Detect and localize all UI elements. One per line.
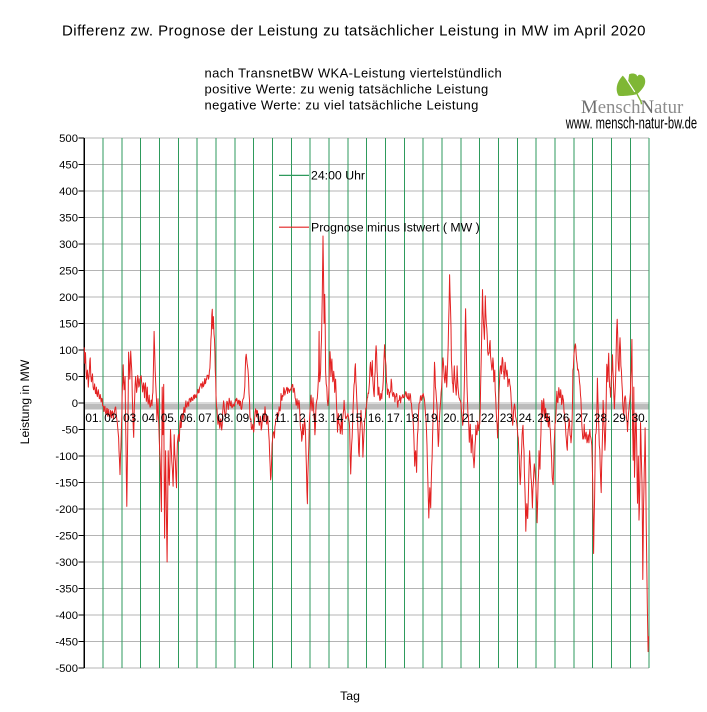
svg-text:11.: 11. — [274, 411, 290, 425]
svg-text:nach TransnetBW WKA-Leistung v: nach TransnetBW WKA-Leistung viertelstün… — [205, 66, 503, 81]
svg-text:10.: 10. — [255, 411, 271, 425]
svg-text:20.: 20. — [443, 411, 459, 425]
svg-text:350: 350 — [59, 213, 78, 225]
svg-text:negative Werte: zu viel tatsäc: negative Werte: zu viel tatsächliche Lei… — [205, 98, 479, 113]
svg-text:14.: 14. — [330, 411, 346, 425]
svg-text:05.: 05. — [161, 411, 177, 425]
svg-text:www. mensch-natur-bw.de: www. mensch-natur-bw.de — [565, 113, 697, 132]
svg-text:400: 400 — [59, 186, 78, 198]
svg-text:450: 450 — [59, 160, 78, 172]
svg-text:300: 300 — [59, 239, 78, 251]
svg-text:0: 0 — [72, 398, 78, 410]
svg-text:-400: -400 — [55, 610, 78, 622]
svg-text:500: 500 — [59, 133, 78, 145]
svg-text:01.: 01. — [85, 411, 101, 425]
svg-text:03.: 03. — [123, 411, 139, 425]
svg-text:-350: -350 — [55, 584, 78, 596]
svg-text:13.: 13. — [311, 411, 327, 425]
svg-text:15.: 15. — [349, 411, 365, 425]
svg-text:-250: -250 — [55, 531, 78, 543]
svg-text:-50: -50 — [62, 425, 78, 437]
svg-text:16.: 16. — [368, 411, 384, 425]
svg-text:08.: 08. — [217, 411, 233, 425]
svg-text:30.: 30. — [632, 411, 648, 425]
svg-text:04.: 04. — [142, 411, 158, 425]
svg-text:Differenz zw. Prognose der Lei: Differenz zw. Prognose der Leistung zu t… — [62, 22, 646, 39]
svg-text:positive Werte: zu wenig tatsä: positive Werte: zu wenig tatsächliche Le… — [205, 82, 489, 97]
svg-text:200: 200 — [59, 292, 78, 304]
svg-text:29.: 29. — [613, 411, 629, 425]
svg-text:02.: 02. — [104, 411, 120, 425]
svg-text:07.: 07. — [198, 411, 214, 425]
svg-text:24:00 Uhr: 24:00 Uhr — [311, 168, 365, 182]
svg-text:24.: 24. — [519, 411, 535, 425]
svg-text:100: 100 — [59, 345, 78, 357]
svg-text:-150: -150 — [55, 478, 78, 490]
svg-text:250: 250 — [59, 266, 78, 278]
svg-text:Tag: Tag — [340, 689, 360, 703]
svg-text:50: 50 — [65, 372, 78, 384]
svg-text:18.: 18. — [406, 411, 422, 425]
svg-text:25.: 25. — [537, 411, 553, 425]
svg-text:-100: -100 — [55, 451, 78, 463]
svg-text:150: 150 — [59, 319, 78, 331]
svg-text:-200: -200 — [55, 504, 78, 516]
svg-text:21.: 21. — [462, 411, 478, 425]
svg-text:Leistung in MW: Leistung in MW — [18, 359, 32, 444]
svg-text:06.: 06. — [180, 411, 196, 425]
svg-text:-300: -300 — [55, 557, 78, 569]
svg-text:MenschNatur: MenschNatur — [581, 97, 684, 118]
svg-text:Prognose minus Istwert ( MW ): Prognose minus Istwert ( MW ) — [311, 221, 480, 235]
svg-text:22.: 22. — [481, 411, 497, 425]
svg-text:-450: -450 — [55, 637, 78, 649]
svg-text:17.: 17. — [387, 411, 403, 425]
svg-text:09.: 09. — [236, 411, 252, 425]
svg-text:28.: 28. — [594, 411, 610, 425]
svg-text:19.: 19. — [424, 411, 440, 425]
svg-text:-500: -500 — [55, 663, 78, 675]
svg-text:23.: 23. — [500, 411, 516, 425]
svg-text:26.: 26. — [556, 411, 572, 425]
svg-text:27.: 27. — [575, 411, 591, 425]
svg-text:12.: 12. — [293, 411, 309, 425]
